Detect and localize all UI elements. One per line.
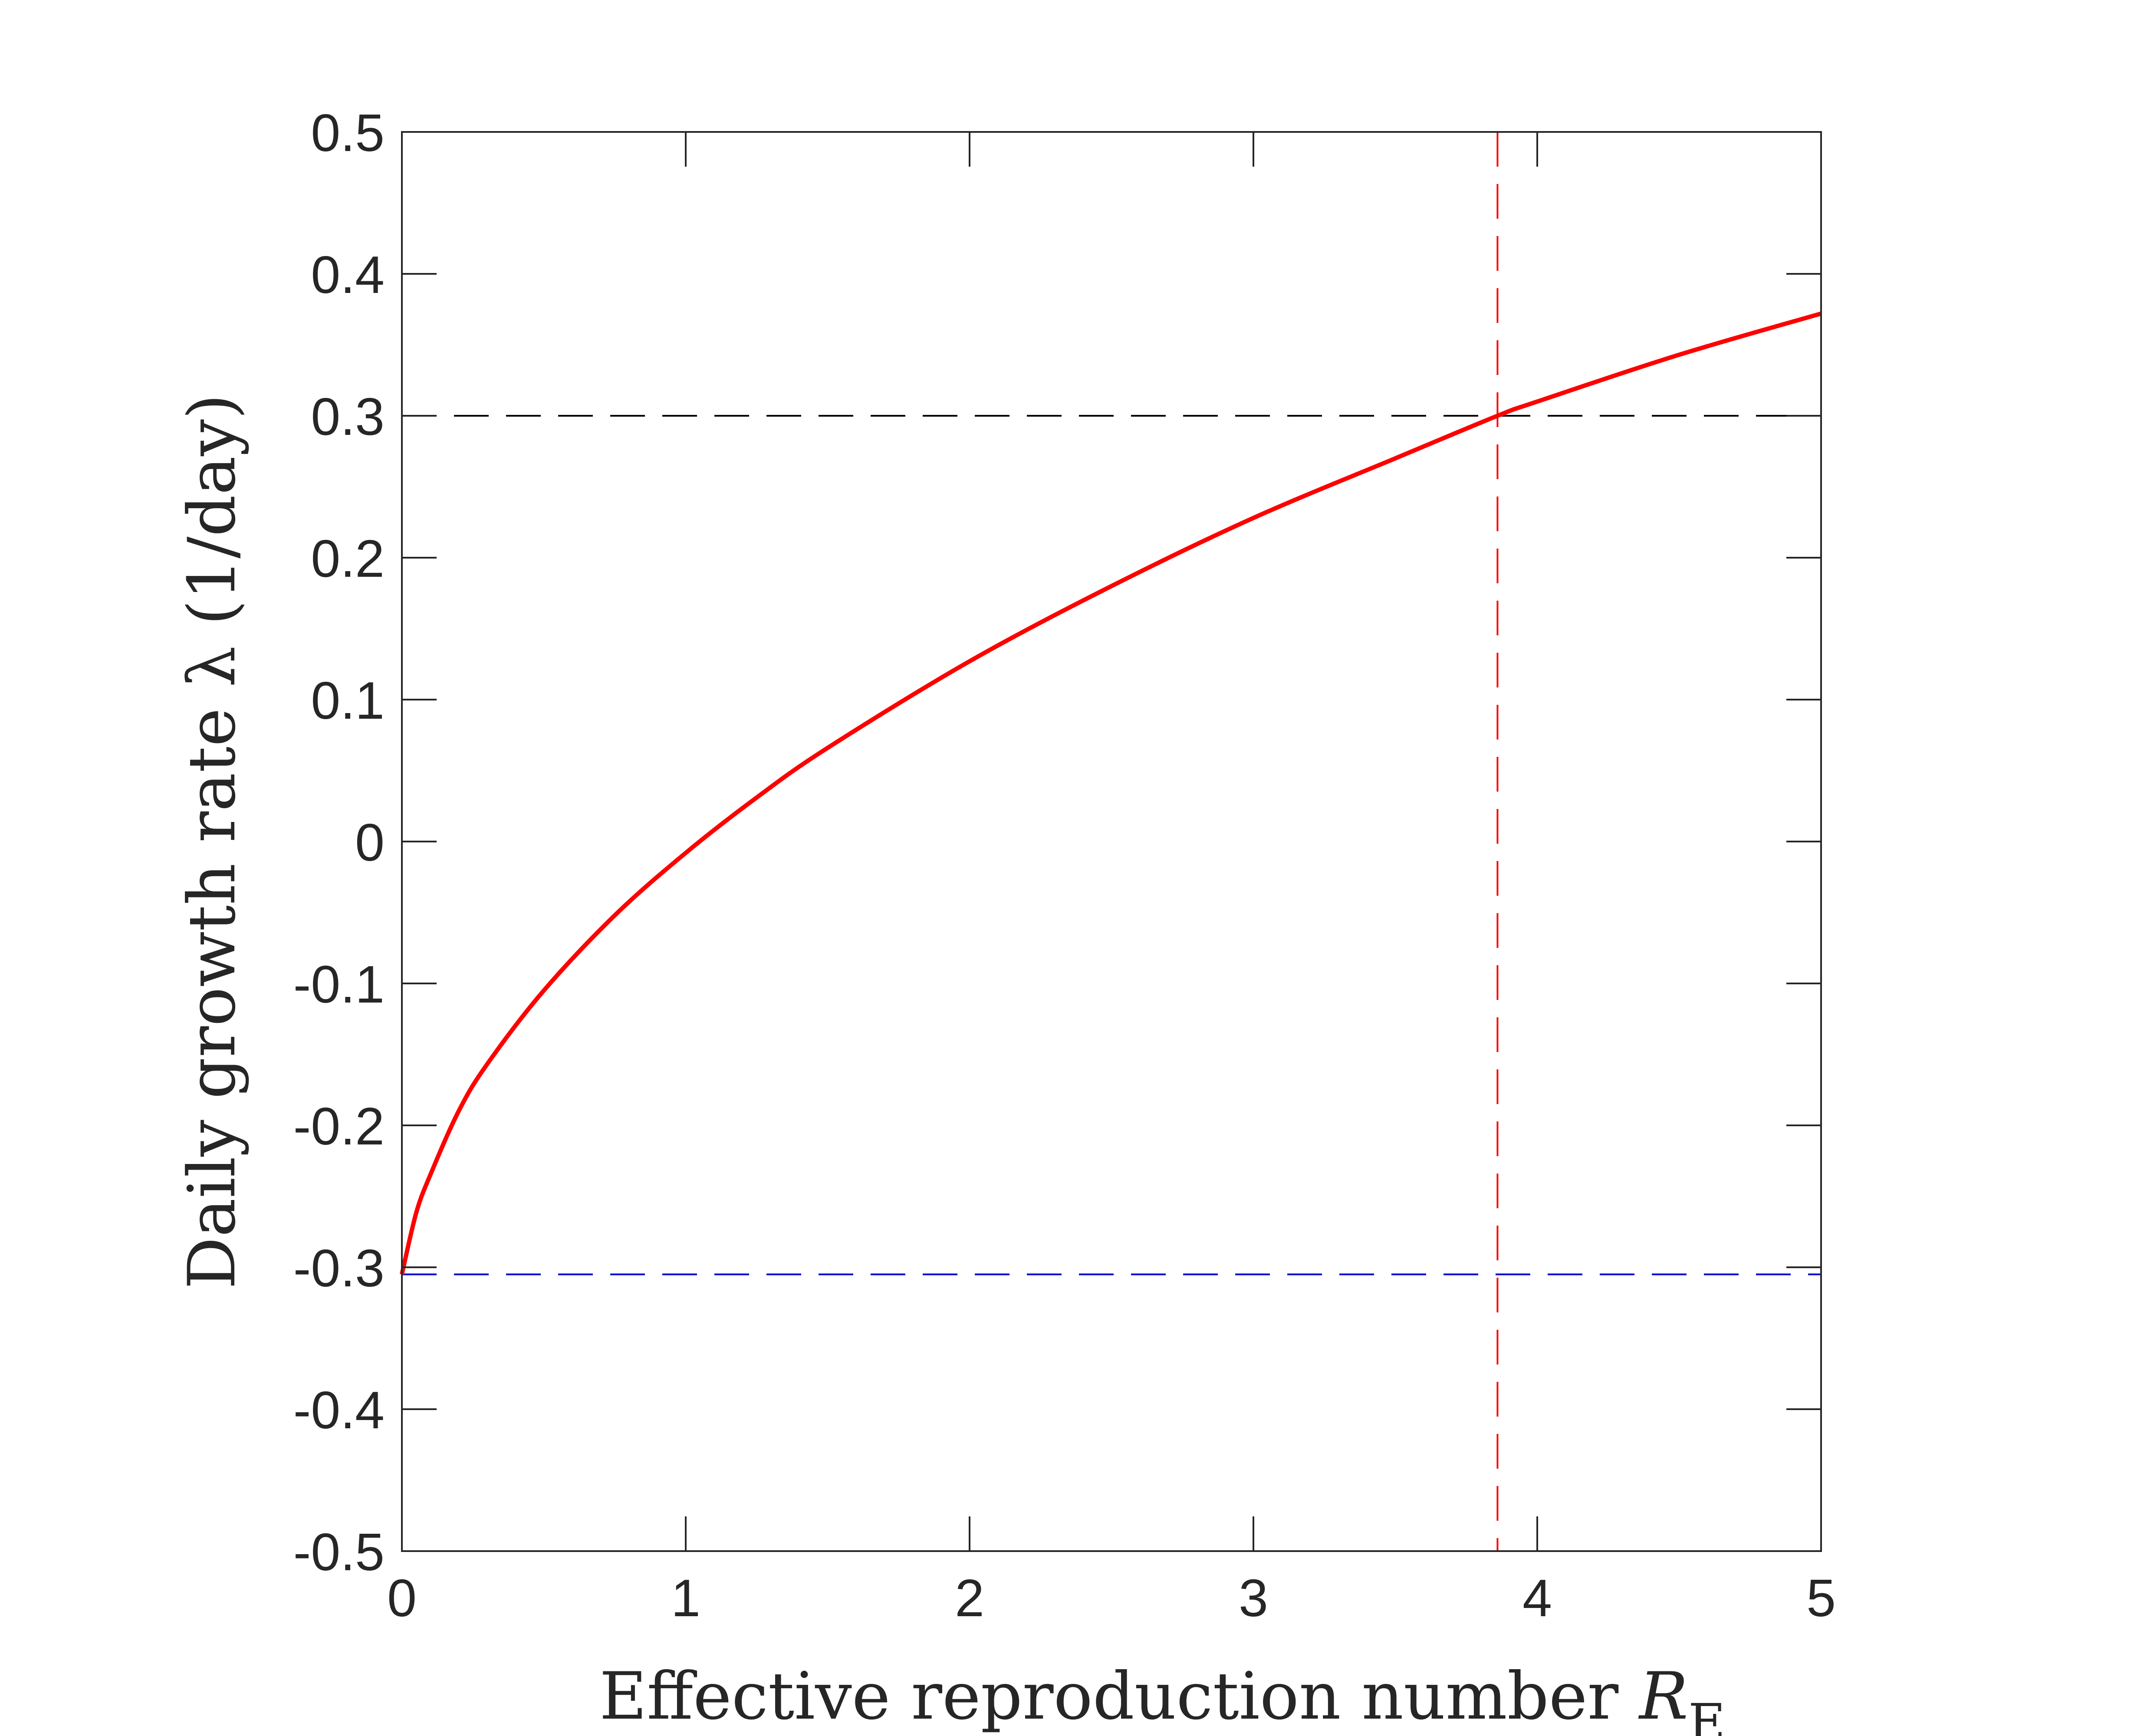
y-tick-label: 0 — [355, 813, 385, 872]
x-tick-label: 1 — [671, 1568, 700, 1628]
x-tick-label: 5 — [1806, 1568, 1836, 1628]
y-axis-ticks: -0.5 -0.4 -0.3 -0.2 -0.1 0 0.1 0.2 0.3 0.4 0.5 — [293, 103, 1821, 1581]
x-axis-title-symbol: R — [1638, 1659, 1688, 1734]
x-axis-title-subscript: E — [1688, 1693, 1726, 1736]
y-tick-label: 0.2 — [311, 529, 385, 588]
x-tick-label: 0 — [387, 1568, 417, 1628]
y-tick-label: -0.2 — [293, 1097, 385, 1156]
y-tick-label: 0.4 — [311, 245, 385, 304]
x-axis-title: Effective reproduction number RE — [599, 1659, 1726, 1736]
x-tick-label: 2 — [955, 1568, 984, 1628]
y-tick-label: 0.3 — [311, 387, 385, 446]
y-axis-title: Daily growth rate λ (1/day) — [174, 394, 250, 1289]
y-tick-label: -0.4 — [293, 1381, 385, 1440]
x-tick-label: 4 — [1522, 1568, 1552, 1628]
x-axis-ticks: 0 1 2 3 4 5 — [387, 132, 1836, 1628]
y-tick-label: -0.5 — [293, 1522, 385, 1581]
reference-lines — [402, 132, 1821, 1551]
growth-rate-curve — [400, 311, 1822, 1275]
y-tick-label: 0.5 — [311, 103, 385, 162]
series-layer — [400, 311, 1822, 1275]
x-axis-title-text: Effective reproduction number — [599, 1659, 1639, 1734]
y-tick-label: 0.1 — [311, 671, 385, 730]
y-tick-label: -0.3 — [293, 1239, 385, 1298]
x-tick-label: 3 — [1239, 1568, 1268, 1628]
y-tick-label: -0.1 — [293, 955, 385, 1014]
